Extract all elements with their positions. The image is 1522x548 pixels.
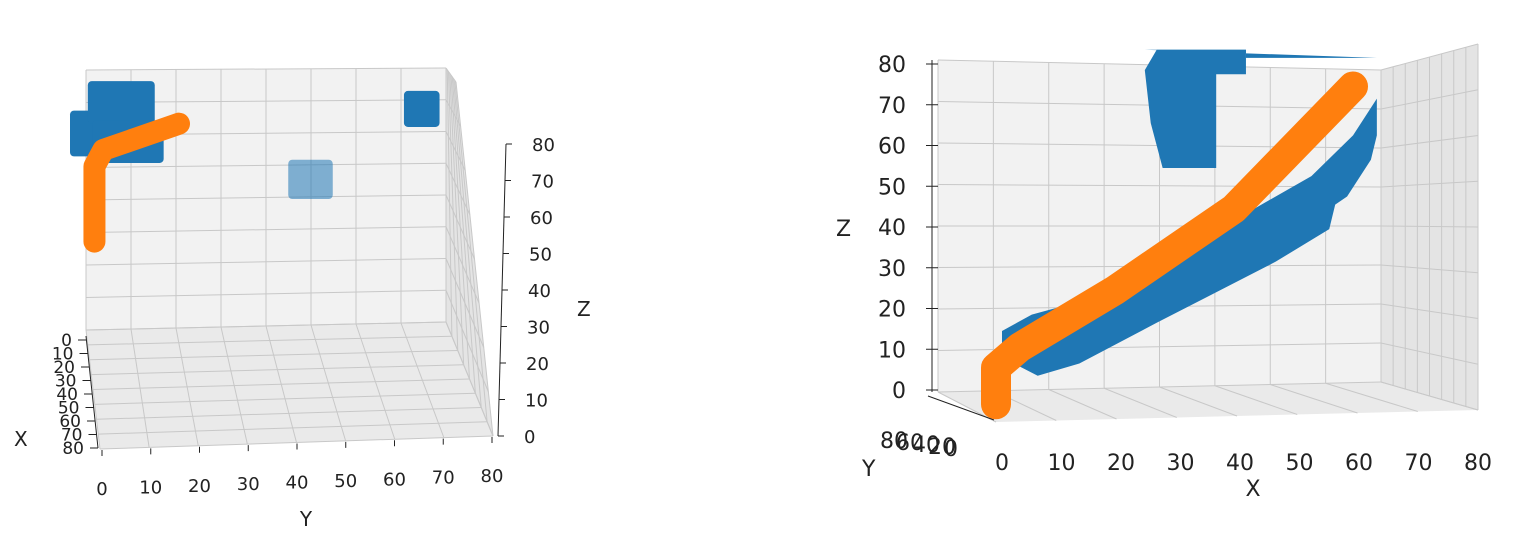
grid-line bbox=[85, 162, 447, 168]
x-tick-label: 10 bbox=[1048, 451, 1076, 476]
obstacle-block bbox=[288, 159, 333, 199]
grid-line bbox=[96, 407, 482, 420]
grid-line bbox=[1159, 386, 1238, 417]
grid-line bbox=[445, 290, 489, 392]
x-axis-label: X bbox=[14, 427, 28, 451]
grid-line bbox=[455, 81, 494, 437]
grid-line bbox=[1270, 384, 1358, 414]
floor-pane bbox=[86, 322, 493, 449]
x-axis-label: X bbox=[1245, 477, 1260, 502]
z-axis-label: Z bbox=[577, 297, 591, 321]
y-tick-label: 20 bbox=[928, 435, 956, 460]
grid-line bbox=[1103, 387, 1177, 418]
z-tick-label: 50 bbox=[878, 175, 906, 200]
grid-line bbox=[445, 321, 494, 437]
grid-line bbox=[85, 67, 447, 71]
y-tick-label: 40 bbox=[912, 433, 940, 458]
y-tick-label: 10 bbox=[139, 477, 162, 498]
y-tick-label: 0 bbox=[96, 479, 107, 500]
z-tick-label: 40 bbox=[528, 281, 551, 302]
trajectory-path bbox=[83, 112, 190, 253]
z-tick-label: 20 bbox=[526, 354, 549, 375]
grid-line bbox=[98, 421, 488, 435]
z-tick-label: 60 bbox=[878, 135, 906, 160]
x-tick-label: 0 bbox=[995, 451, 1009, 476]
grid-line bbox=[1325, 382, 1418, 412]
x-tick-label: 70 bbox=[61, 426, 83, 446]
grid-line bbox=[85, 194, 447, 201]
z-tick-label: 30 bbox=[527, 318, 550, 339]
grid-line bbox=[310, 324, 347, 442]
x-tick-label: 60 bbox=[59, 412, 81, 432]
y-tick-label: 0 bbox=[944, 437, 958, 462]
y-axis-line bbox=[927, 395, 995, 421]
z-tick-label: 70 bbox=[878, 94, 906, 119]
x-tick-label: 50 bbox=[1286, 451, 1314, 476]
z-tick-label: 30 bbox=[878, 257, 906, 282]
z-tick-label: 40 bbox=[878, 216, 906, 241]
obstacle-block bbox=[87, 81, 155, 124]
obstacle-region bbox=[1144, 49, 1246, 168]
x-tick-label: 20 bbox=[53, 358, 75, 378]
x-tick-label: 50 bbox=[58, 399, 80, 419]
y-tick-label: 60 bbox=[896, 431, 924, 456]
grid-line bbox=[445, 226, 480, 304]
obstacle-block bbox=[403, 90, 440, 127]
y-tick-label: 50 bbox=[334, 471, 357, 492]
grid-line bbox=[92, 378, 470, 390]
y-tick-label: 30 bbox=[237, 474, 260, 495]
z-tick-label: 10 bbox=[525, 391, 548, 412]
grid-line bbox=[1380, 264, 1479, 274]
grid-line bbox=[1214, 385, 1298, 415]
y-tick-label: 70 bbox=[432, 468, 455, 489]
grid-line bbox=[450, 74, 470, 380]
grid-line bbox=[453, 78, 482, 408]
x-tick-label: 20 bbox=[1107, 451, 1135, 476]
grid-line bbox=[454, 80, 488, 422]
z-tick-label: 70 bbox=[531, 172, 554, 193]
grid-line bbox=[1380, 303, 1479, 319]
x-tick-label: 80 bbox=[62, 439, 84, 459]
z-tick-label: 80 bbox=[878, 53, 906, 78]
y-tick-label: 40 bbox=[286, 473, 309, 494]
z-tick-label: 0 bbox=[524, 427, 535, 448]
z-tick-label: 20 bbox=[878, 298, 906, 323]
grid-line bbox=[400, 322, 445, 438]
z-tick-label: 50 bbox=[529, 245, 552, 266]
z-tick-label: 60 bbox=[530, 208, 553, 229]
grid-line bbox=[1380, 381, 1479, 411]
x-tick-label: 30 bbox=[55, 372, 77, 392]
x-tick-label: 30 bbox=[1167, 451, 1195, 476]
grid-line bbox=[94, 392, 476, 405]
x-tick-label: 70 bbox=[1405, 451, 1433, 476]
grid-line bbox=[1380, 342, 1479, 365]
x-tick-label: 0 bbox=[61, 331, 72, 351]
grid-line bbox=[99, 435, 494, 450]
y-tick-label: 20 bbox=[188, 476, 211, 497]
z-tick-label: 0 bbox=[892, 379, 906, 404]
x-tick-label: 60 bbox=[1345, 451, 1373, 476]
floor-pane bbox=[938, 382, 1478, 422]
y-tick-label: 80 bbox=[481, 466, 504, 487]
z-tick-label: 10 bbox=[878, 338, 906, 363]
z-tick-label: 80 bbox=[532, 135, 555, 156]
y-tick-label: 60 bbox=[383, 469, 406, 490]
x-tick-label: 10 bbox=[52, 345, 74, 365]
x-tick-label: 80 bbox=[1464, 451, 1492, 476]
x-axis-line bbox=[85, 335, 99, 449]
trajectory-path bbox=[981, 71, 1368, 420]
grid-line bbox=[1048, 389, 1117, 420]
y-axis-label: Y bbox=[299, 507, 313, 531]
z-axis-label: Z bbox=[836, 217, 851, 242]
y-tick-label: 80 bbox=[880, 429, 908, 454]
grid-line bbox=[445, 258, 485, 348]
y-axis-label: Y bbox=[861, 457, 876, 482]
x-tick-label: 40 bbox=[56, 385, 78, 405]
x-tick-label: 40 bbox=[1226, 451, 1254, 476]
grid-line bbox=[355, 323, 396, 440]
grid-line bbox=[451, 76, 476, 394]
